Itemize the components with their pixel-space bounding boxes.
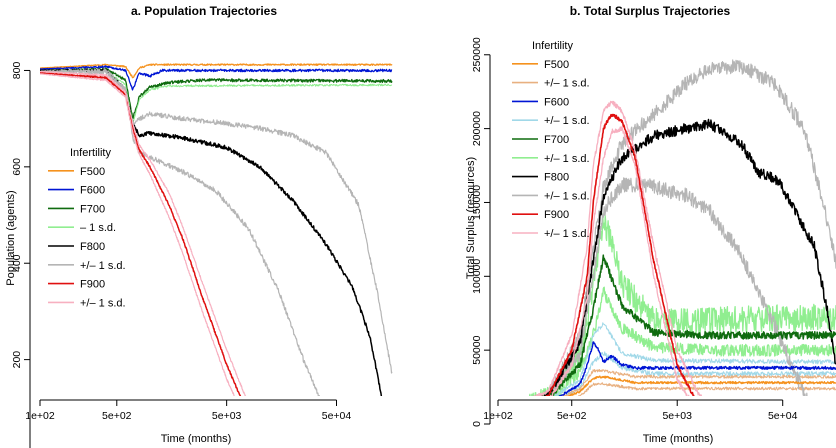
population-x-axis-label: Time (months) bbox=[161, 433, 232, 445]
population-y-axis-label: Population (agents) bbox=[5, 190, 17, 285]
surplus-legend-label: F600 bbox=[544, 96, 569, 108]
surplus-series-line-3 bbox=[563, 351, 836, 396]
population-legend-label: – 1 s.d. bbox=[80, 222, 116, 234]
surplus-series-line-14 bbox=[542, 113, 695, 396]
surplus-y-tick-label: 200000 bbox=[471, 111, 483, 146]
surplus-y-tick-label: 250000 bbox=[471, 37, 483, 72]
surplus-x-tick-label: 5e+03 bbox=[662, 410, 692, 422]
surplus-x-tick-label: 5e+04 bbox=[768, 410, 798, 422]
population-legend-title: Infertility bbox=[70, 147, 111, 159]
population-x-tick-label: 5e+02 bbox=[102, 410, 132, 422]
surplus-x-axis-label: Time (months) bbox=[643, 433, 714, 445]
surplus-legend-label: F800 bbox=[544, 172, 569, 184]
surplus-series-line-5 bbox=[577, 382, 836, 396]
population-series-group bbox=[40, 63, 393, 396]
surplus-x-tick-label: 5e+02 bbox=[557, 410, 587, 422]
surplus-series-line-7 bbox=[540, 177, 808, 396]
surplus-series-group bbox=[528, 59, 836, 396]
surplus-series-line-12 bbox=[531, 100, 703, 396]
population-series-line-7 bbox=[40, 72, 242, 396]
population-series-line-1 bbox=[40, 65, 393, 91]
population-x-tick-label: 1e+02 bbox=[25, 410, 55, 422]
population-series-line-5 bbox=[40, 68, 393, 374]
surplus-y-axis-label: Total Surplus (resources) bbox=[465, 157, 477, 279]
population-legend-label: F900 bbox=[80, 279, 105, 291]
surplus-y-tick-label: 150000 bbox=[471, 185, 483, 220]
population-x-tick-label: 5e+03 bbox=[212, 410, 242, 422]
surplus-legend-label: +/– 1 s.d. bbox=[544, 190, 590, 202]
surplus-legend-title: Infertility bbox=[532, 40, 573, 52]
surplus-chart-panel: b. Total Surplus Trajectories Time (mont… bbox=[465, 4, 836, 445]
population-y-tick-label: 800 bbox=[11, 62, 23, 80]
surplus-legend-label: +/– 1 s.d. bbox=[544, 228, 590, 240]
population-series-line-6 bbox=[40, 70, 320, 396]
surplus-series-line-10 bbox=[558, 341, 836, 396]
surplus-chart-title: b. Total Surplus Trajectories bbox=[570, 4, 731, 18]
surplus-legend-label: F500 bbox=[544, 59, 569, 71]
population-y-tick-label: 200 bbox=[11, 351, 23, 369]
surplus-legend-label: +/– 1 s.d. bbox=[544, 78, 590, 90]
population-legend-label: +/– 1 s.d. bbox=[80, 260, 126, 272]
surplus-series-line-2 bbox=[554, 322, 836, 396]
surplus-legend-label: F700 bbox=[544, 134, 569, 146]
population-legend-label: +/– 1 s.d. bbox=[80, 297, 126, 309]
population-legend-label: F500 bbox=[80, 166, 105, 178]
surplus-series-line-13 bbox=[549, 126, 691, 396]
surplus-y-tick-label: 50000 bbox=[471, 335, 483, 364]
surplus-legend-label: +/– 1 s.d. bbox=[544, 153, 590, 165]
population-legend-label: F700 bbox=[80, 203, 105, 215]
population-chart-title: a. Population Trajectories bbox=[131, 4, 277, 18]
population-legend-label: F600 bbox=[80, 185, 105, 197]
surplus-legend-label: +/– 1 s.d. bbox=[544, 115, 590, 127]
population-x-tick-label: 5e+04 bbox=[322, 410, 352, 422]
population-y-tick-label: 400 bbox=[11, 254, 23, 272]
population-legend-label: F800 bbox=[80, 241, 105, 253]
population-series-line-9 bbox=[40, 73, 236, 396]
population-series-line-0 bbox=[40, 63, 393, 79]
surplus-series-line-11 bbox=[567, 375, 836, 396]
surplus-y-tick-label: 100000 bbox=[471, 259, 483, 294]
population-legend: Infertility F500 F600 F700 – 1 s.d. F800 +/– 1… bbox=[48, 147, 126, 309]
surplus-series-line-4 bbox=[561, 369, 836, 396]
surplus-x-tick-label: 1e+02 bbox=[483, 410, 513, 422]
surplus-legend-label: F900 bbox=[544, 209, 569, 221]
population-y-tick-label: 600 bbox=[11, 158, 23, 176]
surplus-legend: Infertility F500 +/– 1 s.d. F600 +/– 1 s.d. F… bbox=[512, 40, 590, 240]
surplus-axes: 1e+02 5e+02 5e+03 5e+04 0 50000 100000 150000 20… bbox=[471, 37, 798, 427]
population-series-line-8 bbox=[40, 70, 247, 396]
surplus-y-tick-label: 0 bbox=[471, 421, 483, 427]
population-chart-panel: a. Population Trajectories Time (months)… bbox=[5, 4, 393, 448]
